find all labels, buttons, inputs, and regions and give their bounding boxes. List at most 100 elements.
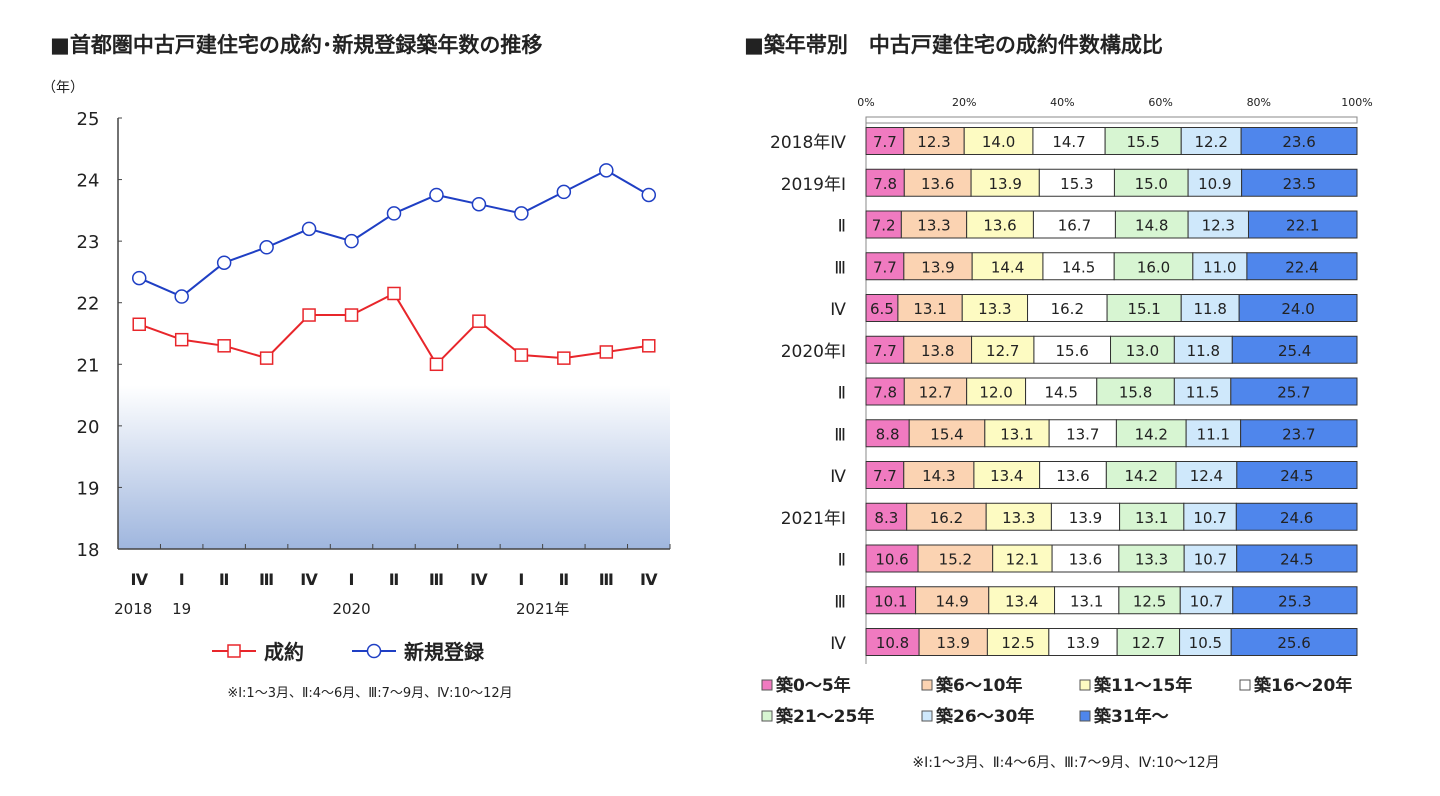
bar-segment xyxy=(1032,210,1116,239)
bar-value-label: 13.4 xyxy=(990,467,1023,485)
bar-value-label: 13.8 xyxy=(921,342,954,360)
x-tick-label: Ⅳ xyxy=(300,570,318,589)
bar-value-label: 15.4 xyxy=(930,425,963,443)
bar-segment xyxy=(985,502,1052,531)
bar-segment xyxy=(1235,502,1358,531)
bar-chart-note: ※Ⅰ:1～3月、Ⅱ:4～6月、Ⅲ:7～9月、Ⅳ:10～12月 xyxy=(912,755,1219,771)
bar-segment xyxy=(1032,127,1106,155)
bar-value-label: 13.6 xyxy=(983,217,1016,235)
bar-segment xyxy=(1116,628,1181,656)
data-point-shinki xyxy=(131,270,147,286)
legend-label: 築26～30年 xyxy=(935,706,1034,727)
bar-segment xyxy=(1230,377,1358,406)
bar-value-label: 14.0 xyxy=(982,133,1015,151)
bar-value-label: 16.2 xyxy=(1051,300,1084,318)
bar-value-label: 11.0 xyxy=(1203,258,1236,276)
data-point-shinki xyxy=(174,289,189,304)
data-point-seiyaku xyxy=(472,314,486,328)
bar-segment xyxy=(1180,294,1240,322)
bar-value-label: 14.2 xyxy=(1135,425,1168,443)
data-point-seiyaku xyxy=(599,345,614,359)
x-tick-label: Ⅰ xyxy=(349,570,355,589)
data-point-shinki xyxy=(301,221,317,237)
bar-value-label: 14.7 xyxy=(1052,133,1085,151)
bar-segment xyxy=(1236,461,1358,489)
bar-segment xyxy=(1241,168,1358,197)
bar-value-label: 24.5 xyxy=(1280,551,1313,569)
legend-marker-square xyxy=(227,644,241,658)
bar-value-label: 15.5 xyxy=(1126,133,1159,151)
bar-segment xyxy=(1110,335,1175,364)
bar-value-label: 13.9 xyxy=(937,634,970,652)
bar-segment xyxy=(1050,502,1121,531)
legend-label: 築0～5年 xyxy=(775,675,851,696)
bar-segment xyxy=(1240,127,1358,155)
bar-value-label: 8.3 xyxy=(874,509,898,527)
line-chart-title: ■首都圏中古戸建住宅の成約･新規登録築年数の推移 xyxy=(50,33,542,57)
x-year-label: 2021年 xyxy=(516,600,569,618)
bar-value-label: 14.5 xyxy=(1062,258,1095,276)
row-label: Ⅱ xyxy=(838,384,846,404)
legend-marker-circle xyxy=(366,643,382,659)
bar-segment xyxy=(1187,210,1249,239)
bar-segment xyxy=(1175,461,1238,489)
bar-segment xyxy=(915,586,990,615)
data-point-shinki xyxy=(599,163,614,178)
bar-value-label: 13.9 xyxy=(988,175,1021,193)
bar-segment xyxy=(992,544,1053,573)
bar-segment xyxy=(1048,419,1117,448)
bar-segment xyxy=(1183,544,1238,573)
bar-value-label: 10.1 xyxy=(874,592,907,610)
data-point-shinki xyxy=(641,187,657,203)
bar-segment xyxy=(986,628,1050,656)
bar-value-label: 10.9 xyxy=(1198,175,1231,193)
row-label: 2020年Ⅰ xyxy=(781,342,846,362)
bar-segment xyxy=(903,127,965,155)
bar-segment xyxy=(1246,252,1358,281)
row-label: 2018年Ⅳ xyxy=(770,133,846,153)
data-point-seiyaku xyxy=(174,332,189,347)
data-point-shinki xyxy=(386,206,402,221)
bar-value-label: 11.8 xyxy=(1193,300,1226,318)
bar-value-label: 12.3 xyxy=(1202,217,1235,235)
data-point-seiyaku xyxy=(302,308,316,322)
bar-value-label: 13.9 xyxy=(1066,634,1099,652)
bar-segment xyxy=(906,502,987,531)
x-year-label: 19 xyxy=(172,600,191,618)
y-tick-label: 20 xyxy=(77,417,100,438)
bar-segment xyxy=(1119,502,1185,531)
bar-value-label: 7.8 xyxy=(873,175,897,193)
bar-value-label: 13.3 xyxy=(917,217,950,235)
bar-value-label: 12.7 xyxy=(1132,634,1165,652)
bar-value-label: 12.4 xyxy=(1190,467,1223,485)
data-point-seiyaku xyxy=(132,317,146,332)
x-year-label: 2020 xyxy=(332,600,370,618)
bar-value-label: 13.9 xyxy=(921,258,954,276)
y-tick-label: 21 xyxy=(77,355,100,376)
bar-value-label: 7.2 xyxy=(872,217,896,235)
legend-label: 築16～20年 xyxy=(1253,675,1352,696)
bar-segment xyxy=(1185,419,1242,448)
bar-value-label: 13.6 xyxy=(921,175,954,193)
data-point-shinki xyxy=(429,187,444,203)
bar-segment xyxy=(966,377,1027,406)
bar-segment xyxy=(1038,168,1115,197)
bar-segment xyxy=(1113,252,1194,281)
x-year-label: 2018 xyxy=(114,600,152,618)
bar-segment xyxy=(1114,210,1189,239)
data-point-seiyaku xyxy=(217,339,231,353)
bar-value-label: 13.6 xyxy=(1069,551,1102,569)
legend-label: 築6～10年 xyxy=(935,675,1023,696)
bar-segment xyxy=(865,210,902,239)
bar-segment xyxy=(903,461,975,489)
bar-value-label: 7.8 xyxy=(873,384,897,402)
data-point-shinki xyxy=(514,206,529,221)
bar-value-label: 15.3 xyxy=(1060,175,1093,193)
bar-segment xyxy=(865,586,917,615)
data-point-shinki xyxy=(259,240,274,255)
bar-value-label: 15.2 xyxy=(939,551,972,569)
bar-value-label: 15.1 xyxy=(1127,300,1160,318)
bar-value-label: 11.5 xyxy=(1186,384,1219,402)
legend-label: 築31年～ xyxy=(1093,706,1169,727)
legend-label: 築21～25年 xyxy=(775,706,874,727)
